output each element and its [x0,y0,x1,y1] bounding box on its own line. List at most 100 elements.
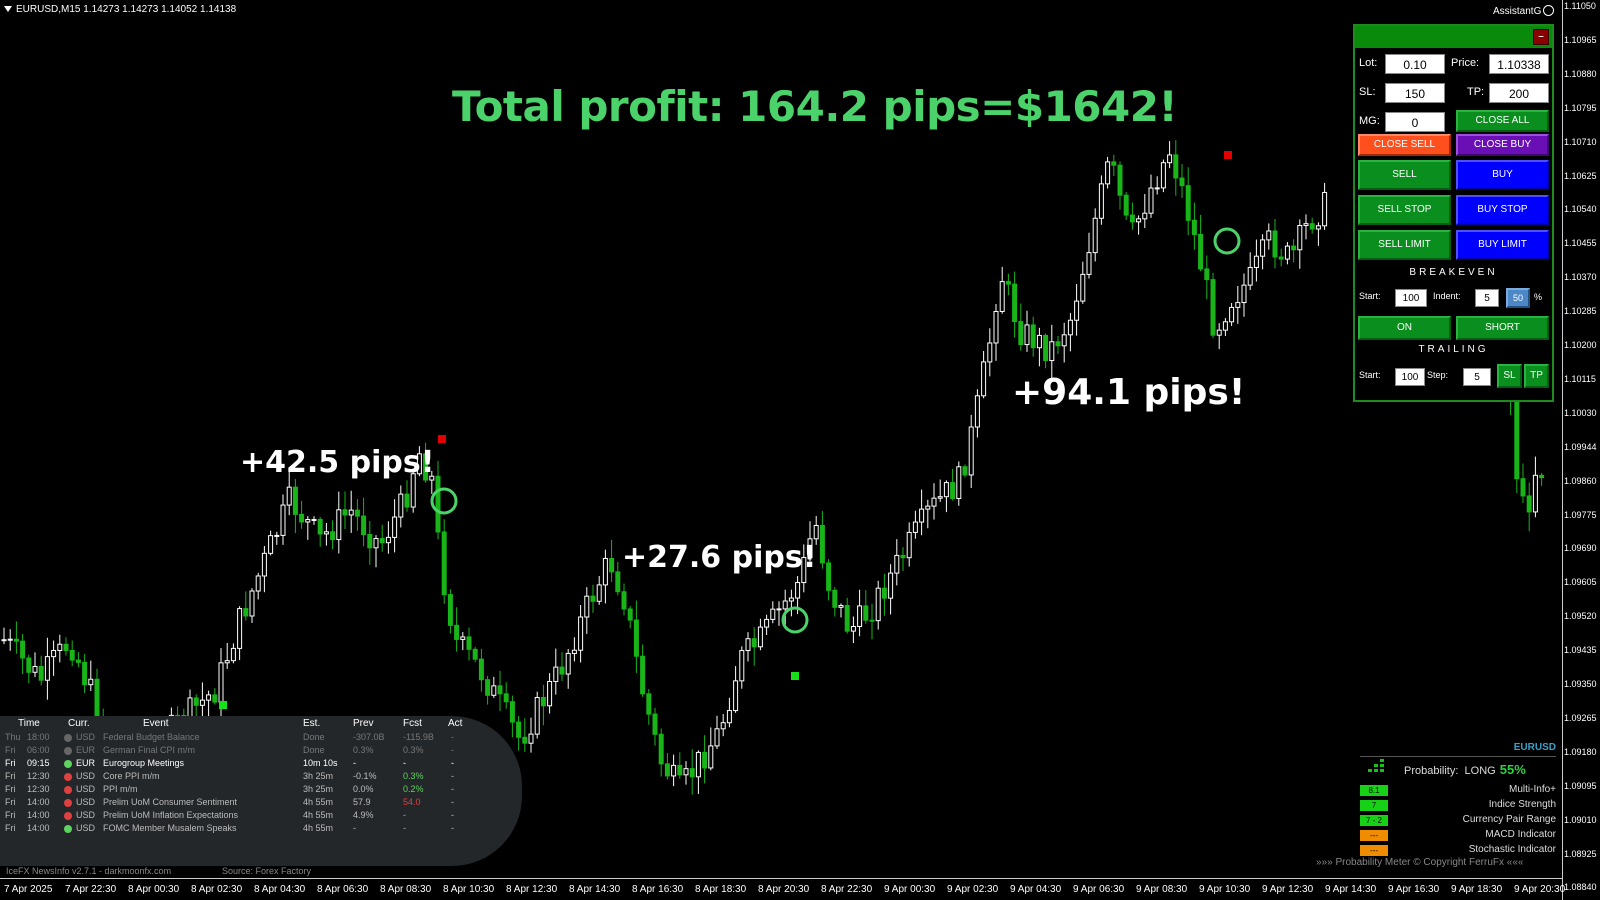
candle-body [199,699,205,706]
news-event: German Final CPI m/m [103,745,196,755]
price-axis-label: 1.09775 [1564,509,1597,520]
buy-button[interactable]: BUY [1456,160,1549,190]
news-event: Federal Budget Balance [103,732,200,742]
price-axis-label: 1.08840 [1564,882,1597,893]
sell-stop-button[interactable]: SELL STOP [1358,195,1451,225]
candle-body [547,680,553,707]
buy-limit-button[interactable]: BUY LIMIT [1456,230,1549,260]
close-all-button[interactable]: CLOSE ALL [1456,110,1549,132]
news-curr: EUR [76,745,96,755]
candle-body [1297,225,1303,251]
breakeven-short-button[interactable]: SHORT [1456,316,1549,340]
candle-body [881,587,887,599]
candle-body [1154,187,1160,190]
news-event: PPI m/m [103,784,138,794]
candle-body [869,619,875,622]
candle-body [466,636,472,650]
be-percent-input[interactable]: 50 [1506,288,1530,308]
news-act: - [451,771,454,781]
time-axis-label: 9 Apr 08:30 [1136,884,1188,895]
candle-body [615,571,621,593]
candle-body [361,515,367,535]
news-time: 14:00 [27,810,50,820]
lot-input[interactable]: 0.10 [1385,54,1445,74]
news-row[interactable]: Fri 14:00 USD FOMC Member Musalem Speaks 4h … [0,823,520,836]
pm-row: 7 Indice Strength [1360,799,1556,812]
close-sell-button[interactable]: CLOSE SELL [1358,134,1451,156]
news-row[interactable]: Fri 09:15 EUR Eurogroup Meetings 10m 10s - - - [0,758,520,771]
candle-body [987,342,993,363]
news-prev: -0.1% [353,771,377,781]
trade-panel: – Lot: 0.10 Price: 1.10338 SL: 150 TP: 2… [1353,24,1554,402]
candle-body [813,524,819,540]
news-row[interactable]: Fri 14:00 USD Prelim UoM Inflation Expectat… [0,810,520,823]
candles [1,140,1545,795]
candle-body [385,536,391,544]
news-fcst: - [403,823,406,833]
pm-badge: 7 - 2 [1360,815,1388,826]
candle-body [714,728,720,747]
candle-body [230,647,236,662]
candle-body [1167,154,1173,164]
news-row[interactable]: Fri 06:00 EUR German Final CPI m/m Done 0.3% 0… [0,745,520,758]
candle-body [305,519,311,523]
breakeven-title: BREAKEVEN [1409,267,1498,278]
assistant-label[interactable]: AssistantG [1493,5,1555,17]
candle-body [912,521,918,533]
candle-body [348,509,354,516]
candle-body [770,608,776,620]
candle-body [237,608,243,649]
news-act: - [451,758,454,768]
news-row[interactable]: Fri 12:30 USD PPI m/m 3h 25m 0.0% 0.2% - [0,784,520,797]
candle-body [1080,273,1086,302]
candle-body [863,605,869,621]
trailing-sl-button[interactable]: SL [1497,364,1522,388]
breakeven-on-button[interactable]: ON [1358,316,1451,340]
candle-body [212,694,218,703]
candle-body [1278,256,1284,260]
mg-input[interactable]: 0 [1385,112,1445,132]
minimize-button[interactable]: – [1533,29,1549,45]
news-row[interactable]: Fri 12:30 USD Core PPI m/m 3h 25m -0.1% 0.3% - [0,771,520,784]
tp-input[interactable]: 200 [1489,83,1549,103]
candle-body [460,636,466,640]
chevron-down-icon[interactable] [4,6,12,13]
news-header-act: Act [448,718,463,729]
time-axis-label: 9 Apr 04:30 [1010,884,1062,895]
news-row[interactable]: Thu 18:00 USD Federal Budget Balance Done -30… [0,732,520,745]
candle-body [578,616,584,651]
sell-button[interactable]: SELL [1358,160,1451,190]
tr-start-input[interactable]: 100 [1395,368,1425,386]
pm-name: Indice Strength [1488,799,1556,810]
candle-body [646,693,652,715]
time-axis-label: 8 Apr 10:30 [443,884,495,895]
buy-stop-button[interactable]: BUY STOP [1456,195,1549,225]
be-indent-input[interactable]: 5 [1475,289,1499,307]
trailing-tp-button[interactable]: TP [1524,364,1549,388]
candle-body [57,643,63,651]
tr-step-input[interactable]: 5 [1463,368,1491,386]
time-axis-label: 8 Apr 02:30 [191,884,243,895]
sell-limit-button[interactable]: SELL LIMIT [1358,230,1451,260]
sell-marker [1224,151,1232,159]
news-act: - [451,784,454,794]
candle-body [63,643,69,651]
sl-input[interactable]: 150 [1385,83,1445,103]
pm-row: --- MACD Indicator [1360,829,1556,842]
candle-body [1322,191,1328,227]
candle-body [819,524,825,564]
news-row[interactable]: Fri 14:00 USD Prelim UoM Consumer Sentiment… [0,797,520,810]
news-act: - [451,797,454,807]
candle-body [206,694,212,701]
time-axis-label: 9 Apr 06:30 [1073,884,1125,895]
candle-body [968,426,974,476]
be-start-input[interactable]: 100 [1395,289,1427,307]
pm-name: MACD Indicator [1485,829,1556,840]
tr-start-label: Start: [1359,370,1381,380]
close-buy-button[interactable]: CLOSE BUY [1456,134,1549,156]
news-header-event: Event [143,718,169,729]
price-input[interactable]: 1.10338 [1489,54,1549,74]
gear-icon[interactable] [1543,5,1555,16]
news-time: 06:00 [27,745,50,755]
